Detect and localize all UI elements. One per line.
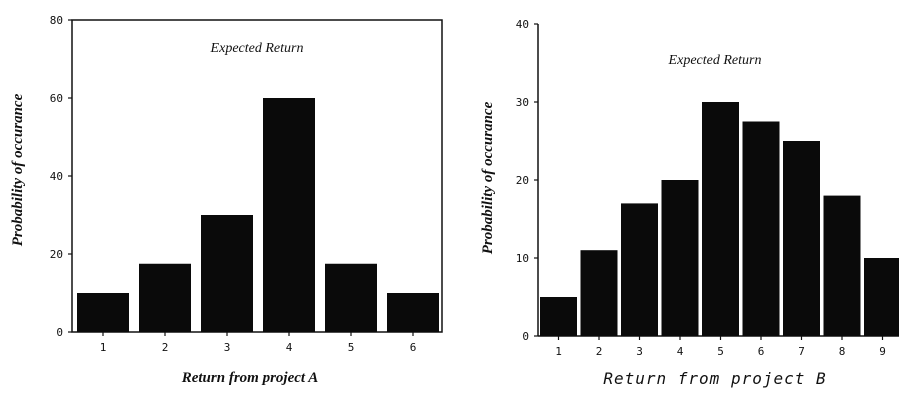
- y-tick-label-a: 60: [50, 92, 63, 105]
- x-tick-label-b: 3: [636, 345, 643, 358]
- bar-a-4: [263, 98, 315, 332]
- x-tick-label-b: 8: [839, 345, 846, 358]
- bar-a-6: [387, 293, 439, 332]
- y-tick-label-a: 20: [50, 248, 63, 261]
- bar-b-6: [742, 121, 780, 336]
- bar-b-8: [823, 195, 861, 336]
- y-tick-label-b: 20: [516, 174, 529, 187]
- x-tick-label-b: 4: [677, 345, 684, 358]
- x-axis-label-a: Return from project A: [181, 370, 319, 386]
- x-tick-label-b: 6: [758, 345, 765, 358]
- bar-a-3: [201, 215, 253, 332]
- x-tick-label-b: 2: [596, 345, 603, 358]
- x-tick-label-a: 5: [348, 341, 355, 354]
- x-tick-label-a: 2: [162, 341, 169, 354]
- y-axis-label-b: Probability of occurance: [480, 101, 496, 254]
- y-tick-label-a: 40: [50, 170, 63, 183]
- x-tick-label-a: 3: [224, 341, 231, 354]
- bar-b-1: [540, 297, 577, 336]
- chart-panel-b: Probability of occurance Return from pro…: [480, 18, 899, 388]
- x-tick-label-b: 7: [798, 345, 805, 358]
- x-tick-label-b: 9: [879, 345, 886, 358]
- y-tick-label-b: 40: [516, 18, 529, 31]
- x-tick-label-b: 5: [717, 345, 724, 358]
- y-tick-label-a: 80: [50, 14, 63, 27]
- chart-panel-a: Probability of occurance Return from pro…: [10, 14, 443, 386]
- y-axis-label-a: Probability of occurance: [10, 93, 26, 246]
- y-tick-label-b: 10: [516, 252, 529, 265]
- bar-b-9: [864, 258, 899, 336]
- bar-b-2: [580, 250, 618, 336]
- x-axis-label-b: Return from project B: [603, 369, 826, 388]
- bar-b-4: [661, 180, 699, 336]
- plot-frame-a: [71, 19, 443, 333]
- annotation-b: Expected Return: [668, 53, 762, 68]
- x-tick-label-a: 4: [286, 341, 293, 354]
- bar-b-5: [702, 102, 739, 336]
- bar-b-7: [783, 141, 820, 336]
- bar-b-3: [621, 203, 658, 336]
- bar-a-5: [325, 263, 377, 332]
- bar-a-1: [77, 293, 129, 332]
- x-tick-label-a: 1: [100, 341, 107, 354]
- y-tick-label-b: 30: [516, 96, 529, 109]
- x-tick-label-a: 6: [410, 341, 417, 354]
- y-tick-label-a: 0: [56, 326, 63, 339]
- y-tick-label-b: 0: [522, 330, 529, 343]
- annotation-a: Expected Return: [210, 41, 304, 56]
- x-tick-label-b: 1: [555, 345, 562, 358]
- bar-a-2: [139, 263, 191, 332]
